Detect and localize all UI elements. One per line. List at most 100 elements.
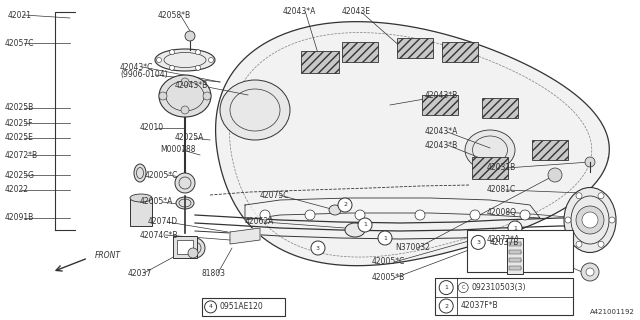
- Text: 3: 3: [476, 240, 480, 245]
- Text: 42057C: 42057C: [5, 38, 35, 47]
- Ellipse shape: [176, 197, 194, 209]
- Text: 81803: 81803: [202, 268, 226, 277]
- Text: 4: 4: [209, 304, 212, 309]
- Circle shape: [195, 65, 200, 70]
- Text: 42005*A: 42005*A: [140, 197, 173, 206]
- Bar: [173, 236, 197, 258]
- Bar: [435, 278, 573, 315]
- Circle shape: [181, 78, 189, 86]
- Text: 42022: 42022: [5, 186, 29, 195]
- Ellipse shape: [134, 164, 146, 182]
- Ellipse shape: [465, 130, 515, 170]
- Circle shape: [260, 210, 270, 220]
- Circle shape: [582, 212, 598, 228]
- Bar: [202, 298, 285, 316]
- Text: 42025G: 42025G: [5, 171, 35, 180]
- Bar: [442, 42, 478, 62]
- Text: 4: 4: [483, 237, 487, 243]
- Text: 42043*A: 42043*A: [283, 7, 316, 17]
- Bar: [301, 51, 339, 73]
- Circle shape: [378, 231, 392, 245]
- Text: 42025F: 42025F: [5, 118, 33, 127]
- Polygon shape: [245, 198, 540, 220]
- Ellipse shape: [220, 80, 290, 140]
- Text: 092310503(3): 092310503(3): [471, 283, 525, 292]
- Circle shape: [355, 210, 365, 220]
- Text: M000188: M000188: [160, 146, 195, 155]
- Circle shape: [470, 210, 480, 220]
- Circle shape: [159, 92, 167, 100]
- Circle shape: [157, 58, 161, 62]
- Ellipse shape: [159, 75, 211, 117]
- Bar: [342, 42, 378, 62]
- Text: 42025A: 42025A: [175, 133, 204, 142]
- Text: 42021: 42021: [8, 11, 32, 20]
- Text: 42075C: 42075C: [260, 190, 289, 199]
- Text: 42091B: 42091B: [5, 213, 35, 222]
- Text: A421001192: A421001192: [590, 309, 635, 315]
- Circle shape: [185, 31, 195, 41]
- Circle shape: [598, 193, 604, 199]
- Circle shape: [581, 263, 599, 281]
- Circle shape: [209, 58, 214, 62]
- Circle shape: [185, 238, 205, 258]
- Circle shape: [175, 173, 195, 193]
- Text: 42043*B: 42043*B: [425, 140, 458, 149]
- Circle shape: [305, 210, 315, 220]
- Text: 42008Q: 42008Q: [487, 207, 517, 217]
- Text: 42037B: 42037B: [489, 238, 518, 247]
- Circle shape: [576, 241, 582, 247]
- Text: 1: 1: [513, 226, 517, 230]
- Text: 42058*B: 42058*B: [158, 11, 191, 20]
- Text: 42005*B: 42005*B: [372, 274, 405, 283]
- Circle shape: [170, 65, 175, 70]
- Bar: [130, 198, 152, 226]
- Ellipse shape: [345, 223, 365, 237]
- Circle shape: [358, 218, 372, 232]
- Text: 42072*B: 42072*B: [5, 150, 38, 159]
- Circle shape: [311, 241, 325, 255]
- Text: FRONT: FRONT: [95, 251, 121, 260]
- Text: 42010: 42010: [140, 124, 164, 132]
- Text: (9906-0104): (9906-0104): [120, 70, 168, 79]
- Text: 42043*C: 42043*C: [120, 62, 154, 71]
- Text: 42005*C: 42005*C: [372, 258, 405, 267]
- Circle shape: [203, 92, 211, 100]
- Text: 3: 3: [316, 245, 320, 251]
- Polygon shape: [230, 228, 260, 244]
- Circle shape: [598, 241, 604, 247]
- Bar: [467, 230, 573, 272]
- Circle shape: [170, 50, 175, 55]
- Text: 42043*B: 42043*B: [175, 81, 208, 90]
- Circle shape: [576, 206, 604, 234]
- Bar: [507, 238, 523, 274]
- Text: 42043*B: 42043*B: [425, 91, 458, 100]
- Text: 2: 2: [343, 203, 347, 207]
- Circle shape: [585, 157, 595, 167]
- Circle shape: [415, 210, 425, 220]
- Text: 42043E: 42043E: [342, 7, 371, 17]
- Text: N370032: N370032: [395, 244, 430, 252]
- Text: 42062A: 42062A: [245, 218, 275, 227]
- Text: 1: 1: [363, 222, 367, 228]
- Text: 1: 1: [383, 236, 387, 241]
- Circle shape: [181, 106, 189, 114]
- Bar: [509, 242, 521, 246]
- Text: 1: 1: [444, 285, 448, 290]
- Polygon shape: [216, 22, 609, 266]
- Text: 42037F*B: 42037F*B: [460, 301, 498, 310]
- Bar: [509, 258, 521, 262]
- Text: 42025E: 42025E: [5, 133, 34, 142]
- Text: 42081C: 42081C: [487, 186, 516, 195]
- Bar: [422, 95, 458, 115]
- Bar: [472, 157, 508, 179]
- Text: 42005*C: 42005*C: [145, 171, 179, 180]
- Circle shape: [609, 217, 615, 223]
- Bar: [177, 240, 193, 254]
- Circle shape: [576, 193, 582, 199]
- Text: C: C: [461, 285, 465, 290]
- Bar: [509, 250, 521, 254]
- Bar: [509, 266, 521, 270]
- Text: 42074D: 42074D: [148, 218, 178, 227]
- Circle shape: [195, 50, 200, 55]
